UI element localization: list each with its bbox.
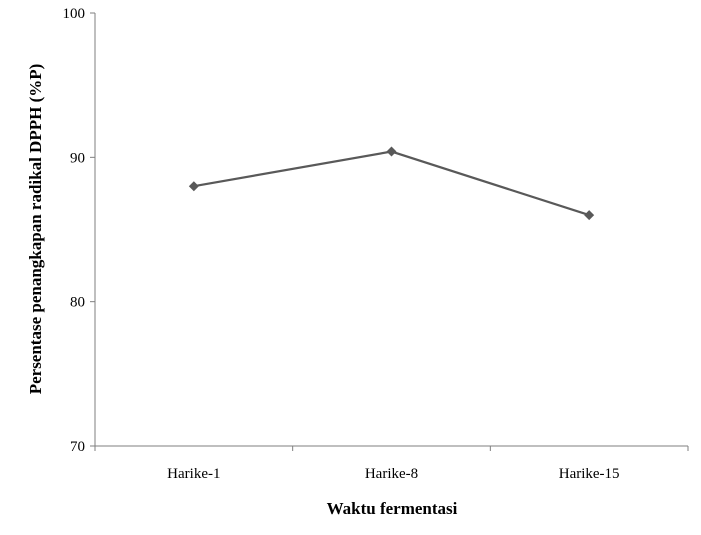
series-line: [193, 150, 590, 217]
y-tick-label: 90: [70, 150, 85, 166]
data-point-marker: [386, 146, 397, 157]
data-point-marker: [188, 181, 199, 192]
y-axis-title: Persentase penangkapan radikal DPPH (%P): [26, 64, 45, 395]
x-tick-label: Harike-15: [559, 466, 620, 482]
x-axis-ticks: Harike-1 Harike-8 Harike-15: [94, 446, 689, 482]
x-tick-label: Harike-1: [167, 466, 220, 482]
y-axis-ticks: 70 80 90 100: [63, 6, 95, 455]
data-point-marker: [584, 210, 595, 221]
y-tick-label: 100: [63, 6, 86, 22]
series-layer: [188, 146, 595, 221]
x-axis-title: Waktu fermentasi: [327, 499, 458, 518]
x-tick-label: Harike-8: [365, 466, 418, 482]
y-tick-label: 80: [70, 295, 85, 311]
y-tick-label: 70: [70, 439, 85, 455]
